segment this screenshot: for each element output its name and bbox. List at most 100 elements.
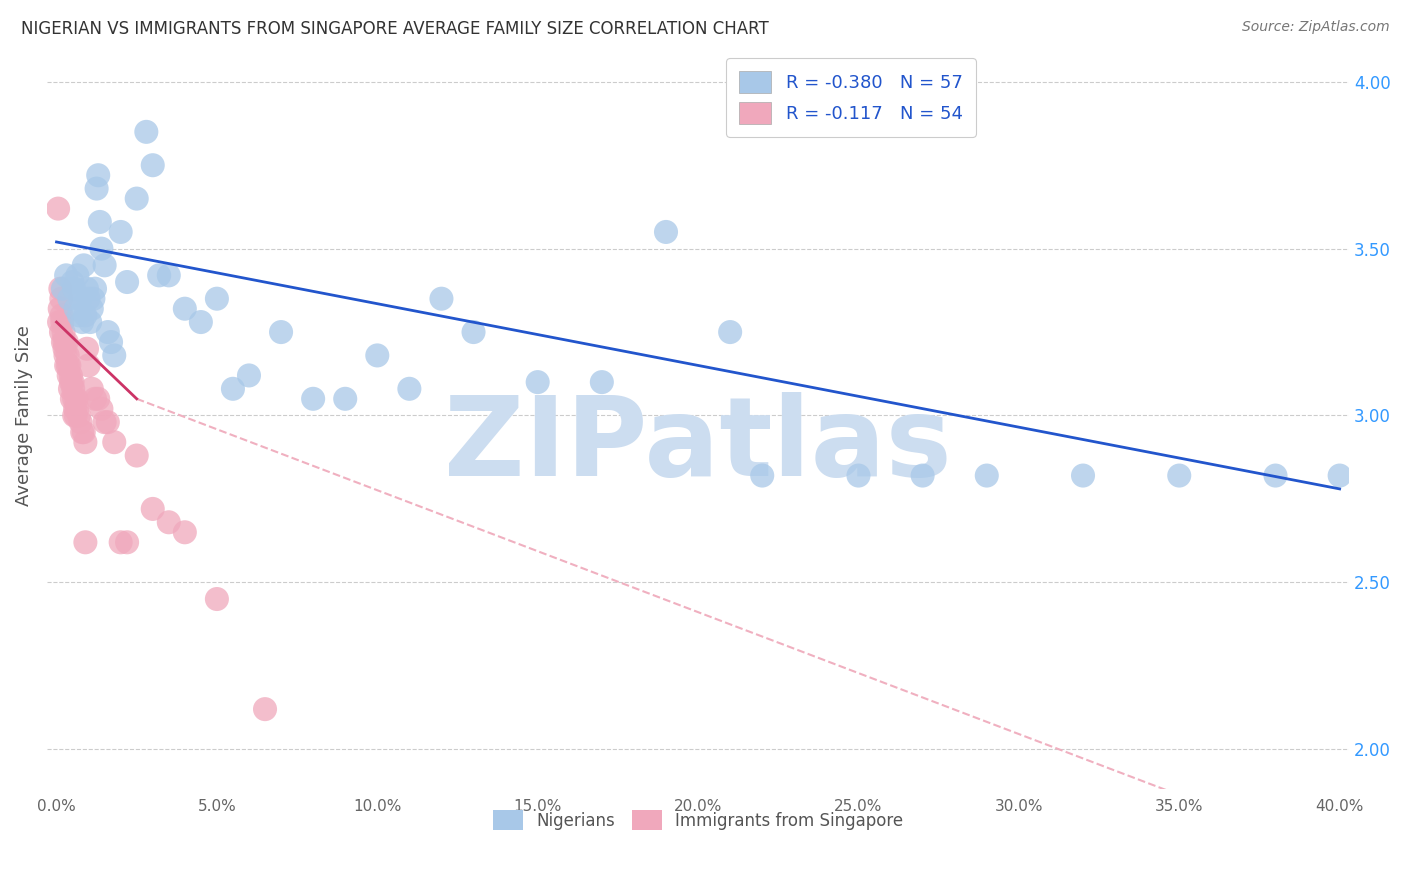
Point <box>100 334 122 349</box>
Point <box>115 275 138 289</box>
Point <box>77 292 100 306</box>
Point <box>80 382 103 396</box>
Point <box>89 215 111 229</box>
Point <box>148 268 170 283</box>
Point <box>430 292 453 306</box>
Point <box>51 309 73 323</box>
Point <box>76 282 98 296</box>
Point <box>82 292 104 306</box>
Point <box>63 282 86 296</box>
Point <box>655 225 678 239</box>
Point <box>97 325 120 339</box>
Point <box>125 449 148 463</box>
Point <box>53 342 76 356</box>
Y-axis label: Average Family Size: Average Family Size <box>15 325 32 506</box>
Point <box>48 301 70 316</box>
Point <box>97 415 120 429</box>
Point <box>270 325 292 339</box>
Point <box>718 325 741 339</box>
Point <box>911 468 934 483</box>
Point <box>103 348 125 362</box>
Point <box>1264 468 1286 483</box>
Point <box>46 202 69 216</box>
Point <box>135 125 157 139</box>
Point <box>48 315 70 329</box>
Point <box>75 535 97 549</box>
Point <box>58 368 80 383</box>
Point <box>51 292 73 306</box>
Point <box>75 309 97 323</box>
Point <box>53 334 76 349</box>
Point <box>70 315 93 329</box>
Point <box>69 292 91 306</box>
Point <box>142 502 165 516</box>
Point <box>86 181 108 195</box>
Point <box>52 334 75 349</box>
Point <box>66 268 89 283</box>
Point <box>526 375 548 389</box>
Point <box>205 592 228 607</box>
Point <box>591 375 613 389</box>
Point <box>76 342 98 356</box>
Point <box>142 158 165 172</box>
Point <box>84 282 107 296</box>
Point <box>103 435 125 450</box>
Point <box>49 325 72 339</box>
Point <box>848 468 870 483</box>
Point <box>55 268 77 283</box>
Point <box>56 348 79 362</box>
Point <box>65 409 87 423</box>
Point <box>205 292 228 306</box>
Point <box>93 258 115 272</box>
Text: ZIPatlas: ZIPatlas <box>444 392 952 499</box>
Point <box>65 301 87 316</box>
Point <box>173 301 195 316</box>
Text: NIGERIAN VS IMMIGRANTS FROM SINGAPORE AVERAGE FAMILY SIZE CORRELATION CHART: NIGERIAN VS IMMIGRANTS FROM SINGAPORE AV… <box>21 20 769 37</box>
Point <box>110 535 132 549</box>
Point <box>62 375 84 389</box>
Point <box>1071 468 1094 483</box>
Point <box>84 392 107 406</box>
Point <box>976 468 998 483</box>
Point <box>52 282 75 296</box>
Point <box>463 325 485 339</box>
Legend: Nigerians, Immigrants from Singapore: Nigerians, Immigrants from Singapore <box>486 804 910 837</box>
Point <box>70 425 93 440</box>
Point <box>67 309 90 323</box>
Point <box>157 268 180 283</box>
Point <box>1329 468 1351 483</box>
Point <box>1168 468 1191 483</box>
Point <box>335 392 357 406</box>
Point <box>302 392 325 406</box>
Point <box>63 401 86 416</box>
Point <box>75 435 97 450</box>
Point <box>73 258 96 272</box>
Point <box>80 301 103 316</box>
Point <box>115 535 138 549</box>
Point <box>253 702 276 716</box>
Point <box>59 382 82 396</box>
Point <box>59 375 82 389</box>
Point <box>58 292 80 306</box>
Text: Source: ZipAtlas.com: Source: ZipAtlas.com <box>1241 20 1389 34</box>
Point <box>125 192 148 206</box>
Point <box>49 282 72 296</box>
Point <box>63 409 86 423</box>
Point <box>87 392 110 406</box>
Point <box>51 315 73 329</box>
Point <box>62 382 84 396</box>
Point <box>55 348 77 362</box>
Point <box>52 325 75 339</box>
Point <box>90 401 112 416</box>
Point <box>398 382 420 396</box>
Point <box>90 242 112 256</box>
Point <box>63 392 86 406</box>
Point <box>66 401 89 416</box>
Point <box>55 359 77 373</box>
Point <box>60 392 83 406</box>
Point <box>55 334 77 349</box>
Point <box>93 415 115 429</box>
Point <box>190 315 212 329</box>
Point <box>62 275 84 289</box>
Point <box>56 359 79 373</box>
